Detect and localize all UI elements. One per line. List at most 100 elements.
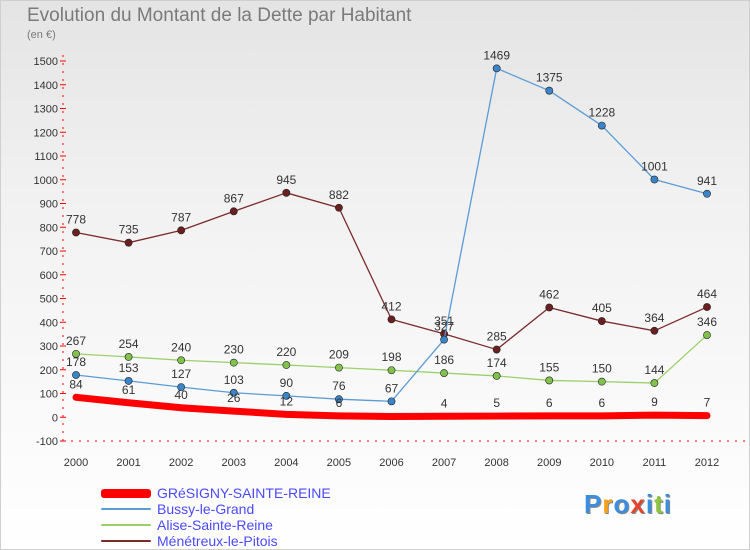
data-point: [229, 358, 238, 367]
data-label: 1469: [483, 48, 510, 62]
data-label: 735: [119, 223, 139, 237]
data-label: 787: [171, 210, 191, 224]
series-line: [72, 393, 711, 421]
data-label: 84: [69, 377, 83, 391]
data-label: 412: [381, 299, 401, 313]
y-tick-label: 200: [40, 365, 58, 377]
data-label: 462: [539, 288, 559, 302]
chart-title: Evolution du Montant de la Dette par Hab…: [27, 5, 412, 26]
data-point: [335, 395, 343, 404]
data-point: [650, 379, 659, 387]
y-tick-label: 500: [40, 294, 58, 306]
data-label: 186: [434, 353, 454, 367]
data-point: [492, 64, 501, 73]
data-point: [335, 363, 343, 372]
legend-label: Ménétreux-le-Pitois: [157, 533, 278, 549]
data-label: 90: [280, 376, 294, 390]
y-tick-label: 0: [52, 412, 58, 424]
legend-item: Alise-Sainte-Reine: [101, 517, 331, 533]
legend-swatch: [101, 540, 151, 542]
data-label: 153: [119, 361, 139, 375]
data-label: 103: [224, 373, 244, 387]
x-tick-label: 2002: [169, 457, 193, 469]
data-label: 6: [336, 396, 343, 410]
x-tick-label: 2011: [643, 457, 667, 469]
data-label: 67: [385, 381, 399, 395]
data-label: 346: [697, 315, 717, 329]
data-point: [72, 349, 80, 358]
data-point: [440, 369, 448, 377]
y-tick-label: 400: [40, 317, 58, 329]
legend-label: Alise-Sainte-Reine: [157, 517, 273, 533]
data-label: 76: [332, 379, 346, 393]
legend-label: GRéSIGNY-SAINTE-REINE: [157, 485, 331, 501]
x-tick-label: 2008: [484, 457, 508, 469]
data-label: 209: [329, 348, 349, 362]
data-label: 174: [487, 356, 507, 370]
data-point: [177, 356, 186, 365]
data-label: 155: [539, 360, 559, 374]
data-point: [177, 226, 186, 235]
x-tick-label: 2001: [116, 457, 140, 469]
data-point: [282, 391, 291, 400]
legend-item: Bussy-le-Grand: [101, 501, 331, 517]
data-label: 240: [171, 340, 191, 354]
data-label: 178: [66, 355, 86, 369]
data-label: 1228: [588, 106, 615, 120]
data-label: 4: [441, 396, 448, 410]
data-point: [124, 238, 133, 247]
x-tick-label: 2010: [590, 457, 614, 469]
x-tick-label: 2005: [327, 457, 351, 469]
data-label: 150: [592, 362, 612, 376]
data-label: 941: [697, 174, 717, 188]
y-tick-label: 600: [40, 270, 58, 282]
data-label: 882: [329, 188, 349, 202]
legend-label: Bussy-le-Grand: [157, 501, 255, 517]
data-label: 1001: [641, 160, 668, 174]
y-tick-label: 1500: [34, 56, 58, 68]
data-point: [597, 317, 606, 325]
proxiti-logo: Proxiti: [584, 489, 672, 519]
data-label: 464: [697, 287, 717, 301]
data-point: [229, 388, 238, 397]
data-label: 6: [546, 396, 553, 410]
data-label: 40: [174, 388, 188, 402]
data-point: [650, 175, 659, 184]
data-point: [124, 377, 133, 385]
data-label: 867: [224, 191, 244, 205]
data-label: 778: [66, 212, 86, 226]
data-point: [387, 397, 396, 406]
data-label: 945: [276, 173, 296, 187]
data-point: [703, 189, 711, 198]
data-point: [335, 203, 343, 212]
data-label: 5: [493, 396, 500, 410]
y-tick-label: 1000: [34, 175, 58, 187]
legend-item: Ménétreux-le-Pitois: [101, 533, 331, 549]
y-tick-label: 1300: [34, 104, 58, 116]
data-point: [650, 326, 659, 335]
data-point: [387, 315, 396, 324]
y-tick-label: 800: [40, 222, 58, 234]
x-tick-label: 2007: [432, 457, 456, 469]
data-point: [387, 366, 396, 375]
y-tick-label: 900: [40, 199, 58, 211]
y-tick-label: 300: [40, 341, 58, 353]
data-label: 9: [651, 395, 658, 409]
data-label: 1375: [536, 71, 563, 85]
data-point: [440, 335, 448, 344]
data-label: 144: [644, 363, 664, 377]
data-label: 327: [434, 320, 454, 334]
legend-swatch: [101, 488, 151, 498]
data-point: [492, 372, 501, 380]
x-tick-label: 2003: [222, 457, 246, 469]
data-label: 351: [434, 314, 454, 328]
data-label: 267: [66, 334, 86, 348]
data-label: 285: [487, 330, 507, 344]
data-label: 12: [280, 394, 294, 408]
data-point: [72, 228, 80, 237]
legend-item: GRéSIGNY-SAINTE-REINE: [101, 485, 331, 501]
x-tick-label: 2006: [379, 457, 403, 469]
x-tick-label: 2000: [64, 457, 88, 469]
data-point: [124, 353, 133, 361]
